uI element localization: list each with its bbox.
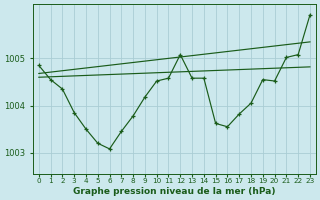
X-axis label: Graphe pression niveau de la mer (hPa): Graphe pression niveau de la mer (hPa) — [73, 187, 276, 196]
